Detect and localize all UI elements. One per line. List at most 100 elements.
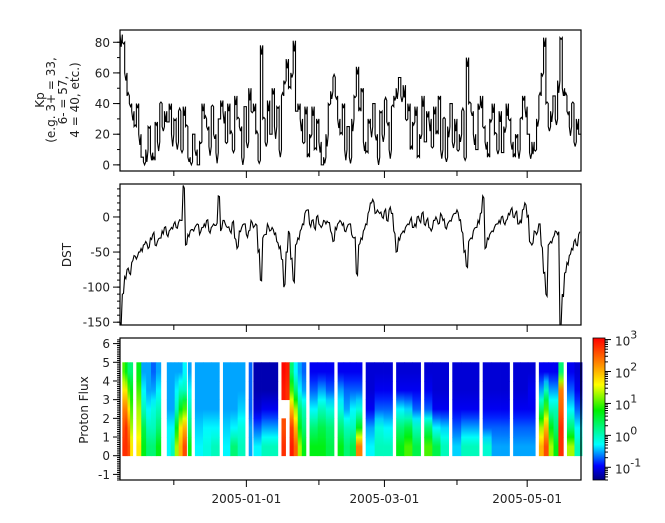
spectrogram-cell (325, 399, 335, 419)
spectrogram-cell (130, 362, 134, 382)
spectrogram-cell (548, 418, 554, 438)
spectrogram-cell (146, 418, 152, 438)
spectrogram-cell (538, 399, 545, 419)
spectrogram-cell (146, 380, 152, 401)
spectrogram-cell (170, 437, 176, 457)
spectrogram-cell (383, 399, 393, 419)
spectrogram-cell (482, 399, 493, 419)
spectrogram-cell (317, 362, 327, 382)
colorbar-tick-label: 100 (615, 424, 637, 444)
spectrogram-cell (230, 418, 239, 438)
spectrogram-block (309, 362, 335, 457)
spectrogram-cell (261, 418, 271, 438)
spectrogram-cell (182, 418, 187, 438)
spectrogram-cell (309, 418, 319, 438)
spectrogram-cell (317, 437, 327, 457)
spectrogram-cell (285, 380, 291, 401)
spectrogram-cell (355, 399, 363, 419)
spectrogram-cell (440, 380, 450, 401)
spectrogram-cell (203, 437, 212, 457)
spectrogram-cell (309, 380, 319, 401)
spectrogram-cell (432, 380, 441, 401)
colorbar-tick-label: 10-1 (615, 456, 641, 476)
spectrogram-cell (269, 437, 279, 457)
spectrogram-cell (230, 380, 239, 401)
spectrogram-cell (309, 362, 319, 382)
spectrogram-cell (337, 362, 345, 382)
spectrogram-cell (155, 380, 162, 401)
spectrogram-cell (285, 362, 291, 382)
spectrogram-cell (349, 380, 357, 401)
spectrogram-cell (289, 399, 295, 419)
spectrogram-cell (500, 418, 510, 438)
y-axis-label: Proton Flux (77, 376, 91, 443)
y-tick-label: -100 (83, 281, 110, 295)
spectrogram-cell (566, 399, 575, 419)
y-tick-label: 40 (95, 97, 110, 111)
spectrogram-cell (404, 399, 413, 419)
spectrogram-block (194, 362, 220, 457)
spectrogram-cell (383, 380, 393, 401)
spectrogram-cell (325, 380, 335, 401)
spectrogram-cell (461, 380, 471, 401)
spectrogram-cell (281, 437, 286, 457)
spectrogram-cell (404, 380, 413, 401)
spectrogram-cell (383, 362, 393, 382)
spectrogram-block (365, 362, 393, 457)
spectrogram-cell (520, 380, 529, 401)
spectrogram-cell (424, 399, 433, 419)
spectrogram-cell (146, 437, 152, 457)
spectrogram-cell (141, 418, 147, 438)
spectrogram-cell (122, 437, 126, 457)
y-tick-label: 0 (102, 449, 110, 463)
spectrogram-cell (374, 362, 384, 382)
spectrogram-cell (187, 380, 192, 401)
spectrogram-cell (538, 418, 545, 438)
spectrogram-cell (337, 437, 345, 457)
spectrogram-cell (122, 399, 126, 419)
spectrogram-cell (317, 380, 327, 401)
spectrogram-cell (248, 380, 253, 401)
spectrogram-cell (365, 362, 376, 382)
spectrogram-cell (136, 437, 142, 457)
spectrogram-cell (261, 437, 271, 457)
spectrogram-cell (470, 380, 480, 401)
spectrogram-cell (470, 437, 480, 457)
spectrogram-cell (130, 437, 134, 457)
spectrogram-cell (141, 362, 147, 382)
spectrogram-cell (187, 399, 192, 419)
spectrogram-cell (187, 362, 192, 382)
spectrogram-cell (289, 362, 295, 382)
spectrogram-cell (325, 362, 335, 382)
spectrogram-cell (349, 418, 357, 438)
colorbar-tick-label: 102 (615, 361, 637, 381)
spectrogram-cell (424, 418, 433, 438)
spectrogram-cell (396, 380, 405, 401)
spectrogram-cell (136, 380, 142, 401)
spectrogram-cell (269, 362, 279, 382)
spectrogram-cell (301, 362, 307, 382)
spectrogram-cell (574, 418, 583, 438)
spectrogram-cell (520, 418, 529, 438)
spectrogram-block (136, 362, 162, 457)
spectrogram-cell (558, 399, 564, 419)
spectrogram-cell (374, 418, 384, 438)
spectrogram-cell (309, 399, 319, 419)
spectrogram-cell (170, 362, 176, 382)
spectrogram-cell (404, 437, 413, 457)
spectrogram-cell (281, 418, 286, 438)
spectrogram-cell (124, 418, 128, 438)
spectrogram-cell (281, 380, 286, 401)
spectrogram-cell (482, 418, 493, 438)
spectrogram-cell (470, 362, 480, 382)
spectrogram-cell (194, 399, 204, 419)
spectrogram-cell (211, 399, 220, 419)
spectrogram-cell (424, 380, 433, 401)
spectrogram-cell (151, 399, 157, 419)
colorbar-tick-label: 101 (615, 392, 637, 412)
spectrogram-cell (440, 399, 450, 419)
spectrogram-cell (248, 399, 253, 419)
spectrogram-cell (248, 418, 253, 438)
spectrogram-cell (178, 437, 183, 457)
spectrogram-cell (553, 399, 559, 419)
